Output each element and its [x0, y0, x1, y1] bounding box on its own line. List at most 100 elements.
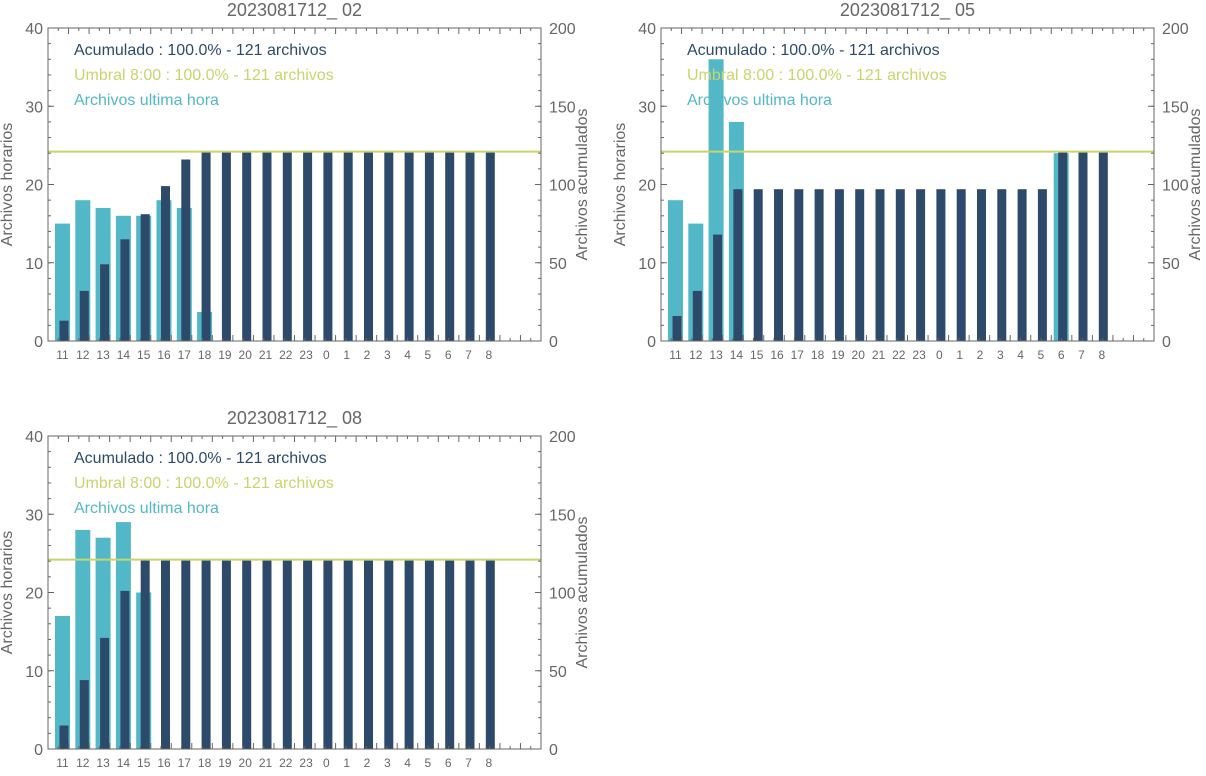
y2-tick-label: 200 [549, 21, 576, 38]
hourly-bar [668, 200, 683, 341]
accumulated-bar [485, 559, 495, 749]
x-tick-label: 21 [872, 348, 886, 362]
x-tick-label: 6 [445, 756, 452, 770]
x-tick-label: 12 [689, 348, 703, 362]
accumulated-bar [201, 559, 211, 749]
x-tick-label: 23 [299, 348, 313, 362]
x-tick-label: 23 [299, 756, 313, 770]
accumulated-bar [1058, 151, 1068, 341]
x-tick-label: 22 [892, 348, 906, 362]
y-tick-label: 30 [25, 507, 43, 524]
y2-tick-label: 0 [1162, 334, 1171, 351]
accumulated-bar [485, 151, 495, 341]
x-tick-label: 7 [1078, 348, 1085, 362]
accumulated-bar [713, 234, 723, 341]
accumulated-bar [161, 559, 170, 749]
y-tick-label: 20 [25, 178, 43, 195]
accumulated-bar [120, 590, 130, 749]
accumulated-bar [201, 151, 211, 341]
x-tick-label: 7 [465, 756, 472, 770]
accumulated-bar [59, 320, 69, 341]
x-tick-label: 12 [76, 348, 90, 362]
x-tick-label: 1 [343, 348, 350, 362]
accumulated-bar [424, 559, 434, 749]
x-tick-label: 19 [218, 348, 232, 362]
accumulated-bar [140, 214, 150, 341]
accumulated-bar [140, 559, 150, 749]
accumulated-bar [404, 559, 414, 749]
x-tick-label: 5 [425, 348, 432, 362]
x-tick-label: 18 [198, 756, 212, 770]
y2-tick-label: 0 [549, 334, 558, 351]
chart-title: 2023081712_ 08 [227, 408, 362, 429]
x-tick-label: 2 [364, 348, 371, 362]
accumulated-bar [1017, 189, 1027, 341]
x-tick-label: 14 [730, 348, 744, 362]
x-tick-label: 15 [137, 348, 151, 362]
y-tick-label: 10 [25, 664, 43, 681]
legend-entry: Umbral 8:00 : 100.0% - 121 archivos [74, 475, 334, 492]
x-tick-label: 15 [137, 756, 151, 770]
x-tick-label: 6 [445, 348, 452, 362]
accumulated-bar [465, 151, 475, 341]
x-tick-label: 22 [279, 756, 293, 770]
accumulated-bar [282, 151, 292, 341]
x-tick-label: 16 [157, 348, 171, 362]
x-tick-label: 20 [852, 348, 866, 362]
x-tick-label: 5 [425, 756, 432, 770]
legend-entry: Archivos ultima hora [74, 92, 219, 109]
accumulated-bar [875, 189, 885, 341]
accumulated-bar [242, 559, 252, 749]
accumulated-bar [465, 559, 475, 749]
accumulated-bar [79, 680, 89, 749]
x-tick-label: 21 [259, 348, 273, 362]
y2-tick-label: 200 [1162, 21, 1189, 38]
accumulated-bar [242, 151, 252, 341]
y2-tick-label: 100 [549, 178, 576, 195]
accumulated-bar [221, 559, 231, 749]
accumulated-bar [424, 151, 434, 341]
x-tick-label: 13 [709, 348, 723, 362]
x-tick-label: 16 [770, 348, 784, 362]
x-tick-label: 11 [56, 348, 69, 362]
x-tick-label: 11 [56, 756, 69, 770]
y2-tick-label: 150 [1162, 99, 1189, 116]
x-tick-label: 17 [178, 756, 192, 770]
x-tick-label: 20 [239, 348, 253, 362]
accumulated-bar [181, 559, 191, 749]
accumulated-bar [977, 189, 986, 341]
y-tick-label: 20 [25, 586, 43, 603]
x-tick-label: 1 [956, 348, 963, 362]
x-tick-label: 17 [791, 348, 805, 362]
y-tick-label: 10 [25, 256, 43, 273]
x-tick-label: 5 [1038, 348, 1045, 362]
x-tick-label: 2 [364, 756, 371, 770]
x-tick-label: 21 [259, 756, 273, 770]
accumulated-bar [364, 151, 373, 341]
legend-entry: Archivos ultima hora [687, 92, 832, 109]
y2-tick-label: 150 [549, 507, 576, 524]
accumulated-bar [323, 151, 333, 341]
y2-tick-label: 100 [549, 586, 576, 603]
x-tick-label: 6 [1058, 348, 1065, 362]
x-tick-label: 22 [279, 348, 293, 362]
y2-tick-label: 150 [549, 99, 576, 116]
x-tick-label: 4 [404, 348, 411, 362]
y-tick-label: 40 [25, 429, 43, 446]
accumulated-bar [834, 189, 844, 341]
x-tick-label: 7 [465, 348, 472, 362]
y-axis-title: Archivos horarios [612, 123, 629, 247]
x-tick-label: 19 [831, 348, 845, 362]
y-tick-label: 0 [647, 334, 656, 351]
accumulated-bar [672, 316, 682, 341]
accumulated-bar [303, 151, 313, 341]
x-tick-label: 3 [997, 348, 1004, 362]
y2-axis-title: Archivos acumulados [574, 516, 591, 668]
y2-tick-label: 50 [549, 664, 567, 681]
x-tick-label: 4 [1017, 348, 1024, 362]
